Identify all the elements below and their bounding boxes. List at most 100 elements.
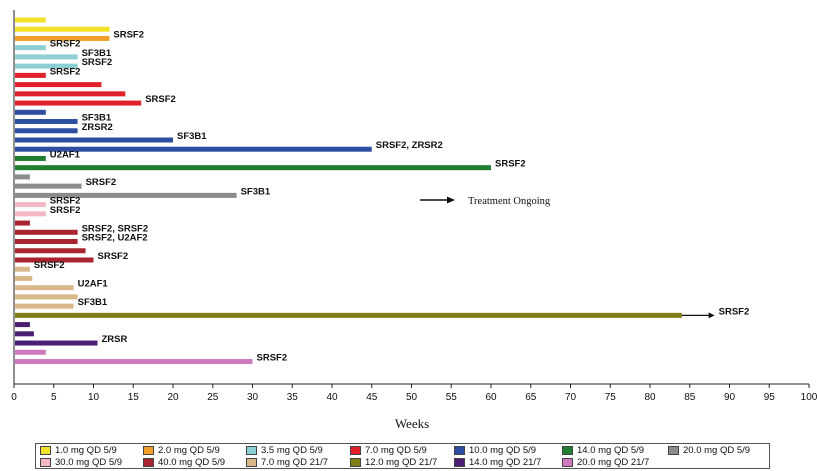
- legend-label: 3.5 mg QD 5/9: [261, 444, 323, 456]
- legend-label: 7.0 mg QD 21/7: [261, 456, 329, 468]
- bar-label-32: SF3B1: [78, 297, 108, 308]
- x-tick-label-85: 85: [684, 392, 696, 403]
- legend-item: 14.0 mg QD 5/9: [562, 444, 644, 456]
- bar-33: [15, 312, 682, 318]
- bar-14: [15, 137, 173, 143]
- legend-item: 12.0 mg QD 21/7: [350, 456, 437, 468]
- legend-label: 14.0 mg QD 21/7: [469, 456, 542, 468]
- legend-swatch: [562, 457, 573, 467]
- bar-label-13: ZRSR2: [82, 122, 113, 133]
- legend: 1.0 mg QD 5/9 2.0 mg QD 5/9 3.5 mg QD 5/9 7…: [35, 443, 770, 469]
- bar-17: [15, 165, 491, 171]
- bar-3: [15, 35, 110, 41]
- bar-label-36: ZRSR: [101, 334, 127, 345]
- bar-label-19: SRSF2: [86, 177, 117, 188]
- bar-32: [15, 303, 74, 309]
- bar-38: [15, 359, 253, 365]
- bar-label-24: SRSF2, SRSF2: [82, 223, 149, 234]
- bar-18: [15, 174, 30, 180]
- x-tick-label-95: 95: [764, 392, 776, 403]
- x-axis-label: Weeks: [395, 416, 429, 431]
- x-tick-label-65: 65: [525, 392, 537, 403]
- x-tick-label-0: 0: [11, 392, 17, 403]
- x-tick-label-5: 5: [51, 392, 57, 403]
- x-tick-label-40: 40: [326, 392, 338, 403]
- bar-37: [15, 349, 46, 355]
- bar-13: [15, 128, 78, 134]
- bar-7: [15, 72, 46, 78]
- legend-label: 20.0 mg QD 21/7: [577, 456, 650, 468]
- legend-item: 7.0 mg QD 5/9: [350, 444, 427, 456]
- legend-label: 40.0 mg QD 5/9: [158, 456, 226, 468]
- x-tick-label-60: 60: [485, 392, 497, 403]
- legend-item: 14.0 mg QD 21/7: [454, 456, 541, 468]
- x-tick-label-15: 15: [128, 392, 140, 403]
- bar-27: [15, 257, 94, 263]
- bar-label-33: SRSF2: [719, 306, 750, 317]
- legend-label: 2.0 mg QD 5/9: [158, 444, 220, 456]
- legend-item: 7.0 mg QD 21/7: [246, 456, 328, 468]
- bar-label-27: SRSF2: [98, 251, 129, 262]
- bar-26: [15, 248, 86, 254]
- x-tick-label-80: 80: [644, 392, 656, 403]
- bar-labels-layer: SRSF2SRSF2SF3B1SRSF2SRSF2SRSF2SF3B1ZRSR2…: [34, 29, 749, 363]
- x-tick-label-50: 50: [406, 392, 418, 403]
- bar-label-15: SRSF2, ZRSR2: [376, 140, 443, 151]
- bar-label-5: SF3B1: [82, 48, 112, 59]
- bar-9: [15, 91, 126, 97]
- legend-swatch: [143, 445, 154, 455]
- bar-label-21: SRSF2: [50, 196, 81, 207]
- legend-swatch: [668, 445, 679, 455]
- bar-20: [15, 192, 237, 198]
- x-tick-label-75: 75: [605, 392, 617, 403]
- legend-item: 20.0 mg QD 21/7: [562, 456, 649, 468]
- legend-item: 1.0 mg QD 5/9: [40, 444, 117, 456]
- bar-label-38: SRSF2: [257, 353, 288, 364]
- legend-label: 7.0 mg QD 5/9: [365, 444, 427, 456]
- bar-2: [15, 26, 110, 32]
- bar-25: [15, 239, 78, 245]
- bar-label-30: U2AF1: [78, 279, 109, 290]
- legend-label: 20.0 mg QD 5/9: [683, 444, 751, 456]
- bar-label-25: SRSF2, U2AF2: [82, 233, 148, 244]
- bar-15: [15, 146, 372, 152]
- legend-label: 10.0 mg QD 5/9: [469, 444, 537, 456]
- bar-label-16: U2AF1: [50, 149, 81, 160]
- bar-label-22: SRSF2: [50, 205, 81, 216]
- bar-21: [15, 202, 46, 208]
- bar-29: [15, 275, 33, 281]
- x-tick-label-35: 35: [287, 392, 299, 403]
- bar-19: [15, 183, 82, 189]
- legend-swatch: [246, 445, 257, 455]
- x-tick-label-10: 10: [88, 392, 100, 403]
- bar-label-10: SRSF2: [145, 94, 176, 105]
- legend-swatch: [562, 445, 573, 455]
- legend-item: 40.0 mg QD 5/9: [143, 456, 225, 468]
- legend-label: 1.0 mg QD 5/9: [55, 444, 117, 456]
- legend-item: 20.0 mg QD 5/9: [668, 444, 750, 456]
- legend-label: 14.0 mg QD 5/9: [577, 444, 645, 456]
- bar-6: [15, 63, 78, 69]
- bar-24: [15, 229, 78, 235]
- x-tick-label-30: 30: [247, 392, 259, 403]
- x-tick-label-90: 90: [724, 392, 736, 403]
- bar-label-28: SRSF2: [34, 260, 65, 271]
- bar-16: [15, 155, 46, 161]
- bar-23: [15, 220, 30, 226]
- treatment-ongoing-annotation: Treatment Ongoing: [420, 196, 551, 207]
- bar-31: [15, 294, 78, 300]
- bar-4: [15, 45, 46, 51]
- bar-22: [15, 211, 46, 217]
- legend-item: 2.0 mg QD 5/9: [143, 444, 220, 456]
- bar-1: [15, 17, 46, 23]
- legend-item: 3.5 mg QD 5/9: [246, 444, 323, 456]
- legend-item: 30.0 mg QD 5/9: [40, 456, 122, 468]
- treatment-ongoing-label: Treatment Ongoing: [468, 196, 551, 207]
- legend-label: 30.0 mg QD 5/9: [55, 456, 123, 468]
- x-tick-label-45: 45: [366, 392, 378, 403]
- bar-label-3: SRSF2: [113, 29, 144, 40]
- legend-swatch: [246, 457, 257, 467]
- bar-11: [15, 109, 46, 115]
- legend-item: 10.0 mg QD 5/9: [454, 444, 536, 456]
